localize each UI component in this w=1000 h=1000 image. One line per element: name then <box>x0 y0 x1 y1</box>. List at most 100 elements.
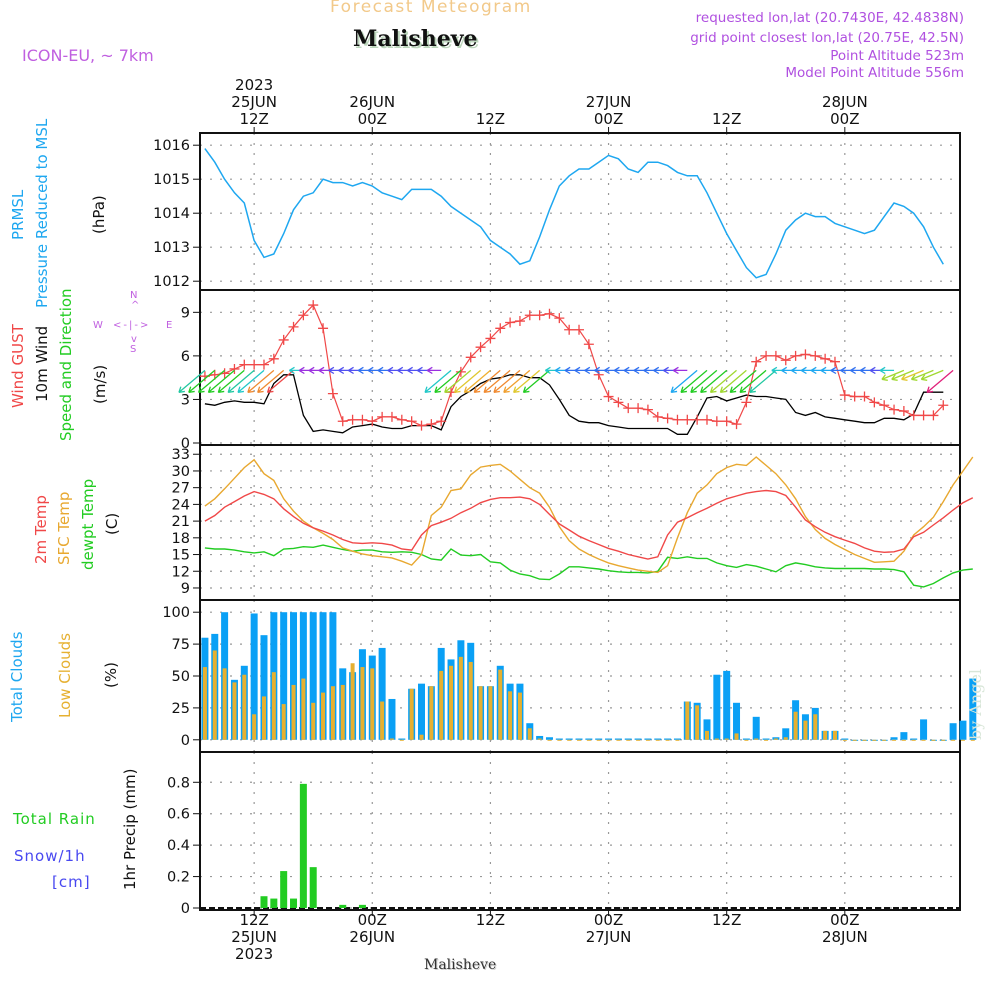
gust-marker <box>879 400 890 411</box>
time-tick-line: 26JUN <box>349 928 396 946</box>
low-cloud-bar <box>252 714 257 740</box>
gust-marker <box>229 363 240 374</box>
y-tick-label: 25 <box>172 701 190 717</box>
low-cloud-bar <box>882 739 887 741</box>
time-tick-label: 00Z 28JUN <box>805 912 885 946</box>
low-cloud-bar <box>645 739 650 741</box>
wind10m-line <box>204 374 944 435</box>
low-cloud-bar <box>941 739 946 741</box>
rain-bar <box>309 867 317 908</box>
label-snow: Snow/1h <box>14 847 86 865</box>
low-cloud-bar <box>380 701 385 740</box>
y-tick-label: 0.2 <box>167 870 190 886</box>
gust-marker <box>889 404 900 415</box>
y-tick-label: 21 <box>172 514 190 530</box>
time-tick-line: 00Z <box>357 911 387 929</box>
gust-marker <box>859 391 870 402</box>
gust-marker <box>327 388 338 399</box>
low-cloud-bar <box>360 667 365 740</box>
y-tick-label: 33 <box>172 447 190 463</box>
rain-bar <box>290 898 298 908</box>
total-cloud-bar <box>713 674 721 740</box>
time-tick-line: 25JUN <box>231 928 277 946</box>
low-cloud-bar <box>567 739 572 741</box>
low-cloud-bar <box>212 650 217 740</box>
gust-marker <box>514 316 525 327</box>
time-tick-line: 00Z <box>357 110 387 128</box>
y-tick-label: 50 <box>172 669 190 685</box>
total-cloud-bar <box>418 683 426 740</box>
gust-marker <box>554 313 565 324</box>
low-cloud-bar <box>803 720 808 740</box>
wind-direction-arrow <box>749 369 777 394</box>
low-cloud-bar <box>389 738 394 740</box>
total-cloud-bar <box>565 738 573 740</box>
gust-marker <box>406 416 417 427</box>
wind-direction-arrow <box>709 369 737 394</box>
wind-direction-arrow <box>483 369 511 394</box>
time-tick-line: 12Z <box>475 110 506 128</box>
gust-marker <box>426 419 437 430</box>
low-cloud-bar <box>921 739 926 741</box>
gust-marker <box>849 391 860 402</box>
gust-line <box>204 304 944 427</box>
gust-marker <box>741 397 752 408</box>
gust-marker <box>436 416 447 427</box>
wind-direction-arrow <box>690 369 718 394</box>
time-tick-label: 00Z 27JUN <box>569 912 649 946</box>
compass-north: N <box>130 290 138 301</box>
wind-direction-arrow <box>197 369 226 394</box>
total-cloud-bar <box>890 737 898 740</box>
gust-marker <box>810 350 821 361</box>
total-cloud-bar <box>555 738 563 740</box>
total-cloud-bar <box>260 635 268 740</box>
low-cloud-bar <box>724 738 729 740</box>
gust-marker <box>613 397 624 408</box>
low-cloud-bar <box>626 739 631 741</box>
low-cloud-bar <box>478 686 483 740</box>
low-cloud-bar <box>852 739 857 741</box>
gust-marker <box>396 414 407 425</box>
model-altitude: Model Point Altitude 556m <box>785 65 964 81</box>
rain-bar <box>260 896 268 908</box>
compass-south: S <box>130 344 137 355</box>
wind-direction-arrow <box>257 369 285 394</box>
gust-marker <box>938 400 949 411</box>
wind-direction-arrow <box>463 369 491 394</box>
wind-direction-arrow <box>672 366 688 375</box>
gust-marker <box>386 411 397 422</box>
gust-marker <box>672 414 683 425</box>
total-cloud-bar <box>250 613 258 740</box>
gust-marker <box>544 308 555 319</box>
gust-marker <box>258 359 269 370</box>
low-cloud-bar <box>862 739 867 741</box>
wind-direction-arrow <box>920 369 944 381</box>
time-tick-line: 12Z <box>711 110 742 128</box>
low-cloud-bar <box>665 739 670 741</box>
low-cloud-bar <box>537 738 542 740</box>
wind-direction-arrow <box>426 366 442 375</box>
wind-direction-arrow <box>910 369 934 381</box>
wind-direction-arrow <box>217 369 245 394</box>
wind-direction-arrow <box>891 369 914 381</box>
total-cloud-bar <box>545 737 553 740</box>
wind-direction-arrow <box>879 366 895 375</box>
total-cloud-bar <box>398 738 406 740</box>
gust-marker <box>800 349 811 360</box>
total-cloud-bar <box>969 678 977 740</box>
time-tick-line: 26JUN <box>349 93 396 111</box>
compass-down-arrow: v <box>131 334 137 345</box>
gust-marker <box>475 342 486 353</box>
low-cloud-bar <box>350 663 355 740</box>
total-cloud-bar <box>634 738 642 740</box>
wind-direction-arrow <box>473 369 501 394</box>
total-cloud-bar <box>920 719 928 740</box>
gust-marker <box>928 410 939 421</box>
gust-marker <box>652 411 663 422</box>
low-cloud-bar <box>370 668 375 740</box>
y-tick-label: 30 <box>172 464 190 480</box>
y-tick-label: 1016 <box>153 138 190 154</box>
wind-direction-arrow <box>266 369 294 394</box>
time-tick-label: 12Z <box>687 912 767 929</box>
total-cloud-bar <box>949 723 957 740</box>
